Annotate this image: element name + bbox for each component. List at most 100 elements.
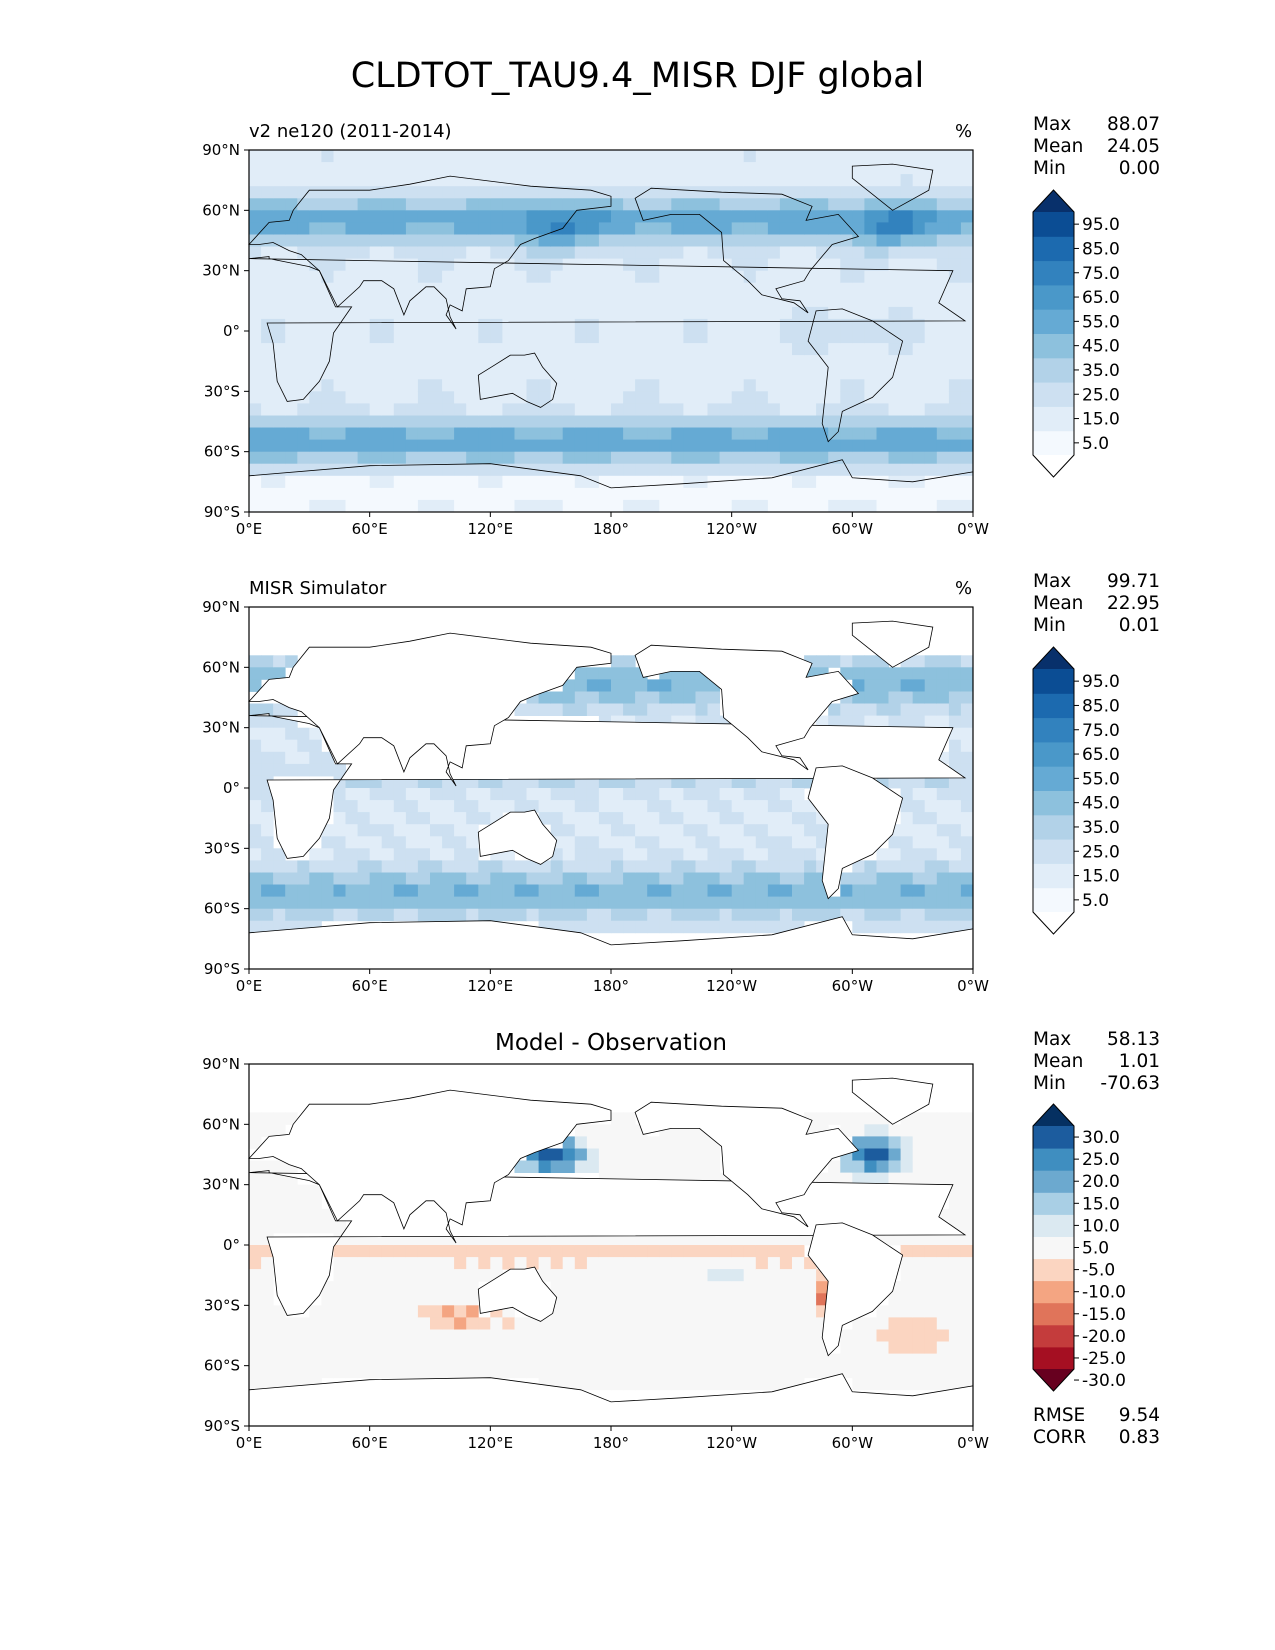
field-cell: [490, 379, 503, 392]
field-cell: [249, 318, 262, 332]
field-cell: [731, 872, 745, 885]
field-cell: [285, 379, 298, 392]
field-cell: [755, 1353, 769, 1367]
field-cell: [828, 234, 841, 247]
field-cell: [719, 800, 733, 813]
field-cell: [249, 186, 262, 199]
field-cell: [502, 282, 515, 296]
field-cell: [285, 1317, 298, 1330]
field-cell: [767, 836, 781, 849]
field-cell: [357, 812, 371, 825]
field-cell: [960, 343, 974, 356]
field-cell: [924, 463, 938, 477]
field-cell: [804, 1329, 817, 1342]
field-cell: [659, 439, 672, 453]
field-cell: [683, 1148, 696, 1161]
field-cell: [695, 499, 708, 513]
field-cell: [623, 415, 636, 428]
field-cell: [454, 1269, 467, 1282]
field-cell: [695, 294, 708, 308]
map-panel-model: 0°E 60°E 120°E 180° 120°W 60°W 0°W90°N60°N30°N…: [202, 141, 989, 538]
field-cell: [273, 415, 286, 428]
field-cell: [912, 1293, 926, 1306]
field-cell: [381, 186, 395, 199]
field-cell: [888, 1124, 901, 1137]
field-cell: [345, 186, 358, 199]
field-cell: [261, 1329, 274, 1342]
field-cell: [442, 1305, 455, 1318]
field-cell: [478, 210, 491, 223]
field-cell: [417, 331, 431, 344]
field-cell: [936, 1124, 950, 1137]
field-cell: [683, 812, 696, 825]
field-cell: [611, 1293, 624, 1306]
x-tick-label: 60°W: [832, 977, 874, 995]
field-cell: [828, 343, 841, 356]
field-cell: [864, 174, 877, 187]
field-cell: [695, 920, 708, 934]
field-cell: [466, 427, 479, 440]
field-cell: [948, 775, 962, 789]
field-cell: [490, 788, 503, 801]
field-cell: [273, 872, 286, 885]
field-cell: [755, 1257, 769, 1270]
field-cell: [671, 499, 684, 513]
stat-label: Max: [1033, 1029, 1072, 1050]
field-cell: [514, 174, 527, 187]
field-cell: [393, 1269, 407, 1282]
field-cell: [297, 451, 310, 465]
field-cell: [719, 836, 733, 849]
field-cell: [309, 451, 322, 465]
field-cell: [297, 763, 310, 777]
field-cell: [683, 860, 696, 873]
field-cell: [767, 1269, 781, 1282]
field-cell: [852, 463, 865, 477]
field-cell: [574, 198, 588, 211]
field-cell: [755, 294, 769, 308]
field-cell: [900, 210, 914, 223]
field-cell: [936, 186, 950, 199]
field-cell: [900, 463, 914, 477]
field-cell: [442, 174, 455, 187]
field-cell: [816, 896, 829, 910]
field-cell: [490, 1341, 503, 1354]
field-cell: [526, 391, 539, 404]
field-cell: [779, 836, 793, 849]
field-cell: [635, 355, 648, 368]
field-cell: [816, 475, 829, 489]
field-cell: [273, 318, 286, 332]
field-cell: [816, 715, 829, 729]
field-cell: [309, 499, 322, 513]
field-cell: [936, 1353, 950, 1367]
field-cell: [695, 162, 708, 175]
field-cell: [466, 270, 479, 284]
field-cell: [357, 1305, 371, 1318]
field-cell: [249, 1341, 262, 1354]
field-cell: [333, 1305, 346, 1318]
field-cell: [562, 499, 576, 513]
field-cell: [405, 1281, 419, 1294]
field-cell: [454, 439, 467, 453]
field-cell: [731, 788, 745, 801]
field-cell: [333, 150, 346, 163]
field-cell: [574, 246, 588, 259]
field-cell: [864, 1172, 877, 1186]
field-cell: [285, 1341, 298, 1354]
field-cell: [273, 1172, 286, 1186]
field-cell: [393, 210, 407, 223]
field-cell: [924, 210, 938, 223]
field-cell: [454, 234, 467, 247]
field-cell: [369, 896, 383, 910]
field-cell: [695, 896, 708, 910]
field-cell: [273, 258, 286, 272]
field-cell: [864, 703, 877, 716]
field-cell: [478, 487, 491, 501]
field-cell: [876, 1124, 889, 1137]
field-cell: [671, 415, 684, 428]
field-cell: [526, 415, 539, 428]
field-cell: [767, 872, 781, 885]
field-cell: [888, 896, 901, 910]
field-cell: [731, 379, 745, 392]
field-cell: [828, 1112, 841, 1125]
field-cell: [333, 282, 346, 296]
